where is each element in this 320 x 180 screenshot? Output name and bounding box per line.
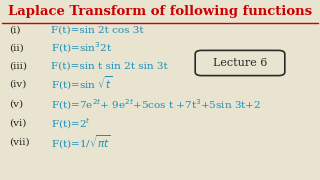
Text: (v): (v) <box>10 100 24 109</box>
Text: F(t)=1/$\sqrt{\pi t}$: F(t)=1/$\sqrt{\pi t}$ <box>51 133 111 151</box>
Text: F(t)=sin$^3$2t: F(t)=sin$^3$2t <box>51 40 112 55</box>
Text: (iii): (iii) <box>10 61 28 70</box>
Text: Lecture 6: Lecture 6 <box>213 58 267 68</box>
Text: (vii): (vii) <box>10 138 30 147</box>
Text: F(t)=sin $\sqrt{t}$: F(t)=sin $\sqrt{t}$ <box>51 75 113 93</box>
Text: (ii): (ii) <box>10 43 24 52</box>
Text: F(t)=sin 2t cos 3t: F(t)=sin 2t cos 3t <box>51 25 144 34</box>
Text: Laplace Transform of following functions: Laplace Transform of following functions <box>8 5 312 18</box>
Text: F(t)=7e$^{2t}$+ 9e$^{2t}$+5cos t +7t$^3$+5sin 3t+2: F(t)=7e$^{2t}$+ 9e$^{2t}$+5cos t +7t$^3$… <box>51 97 261 112</box>
FancyBboxPatch shape <box>195 50 285 76</box>
Text: (vi): (vi) <box>10 119 27 128</box>
Text: F(t)=2$^t$: F(t)=2$^t$ <box>51 116 91 131</box>
Text: F(t)=sin t sin 2t sin 3t: F(t)=sin t sin 2t sin 3t <box>51 61 168 70</box>
Text: (i): (i) <box>10 25 21 34</box>
Text: (iv): (iv) <box>10 79 27 88</box>
